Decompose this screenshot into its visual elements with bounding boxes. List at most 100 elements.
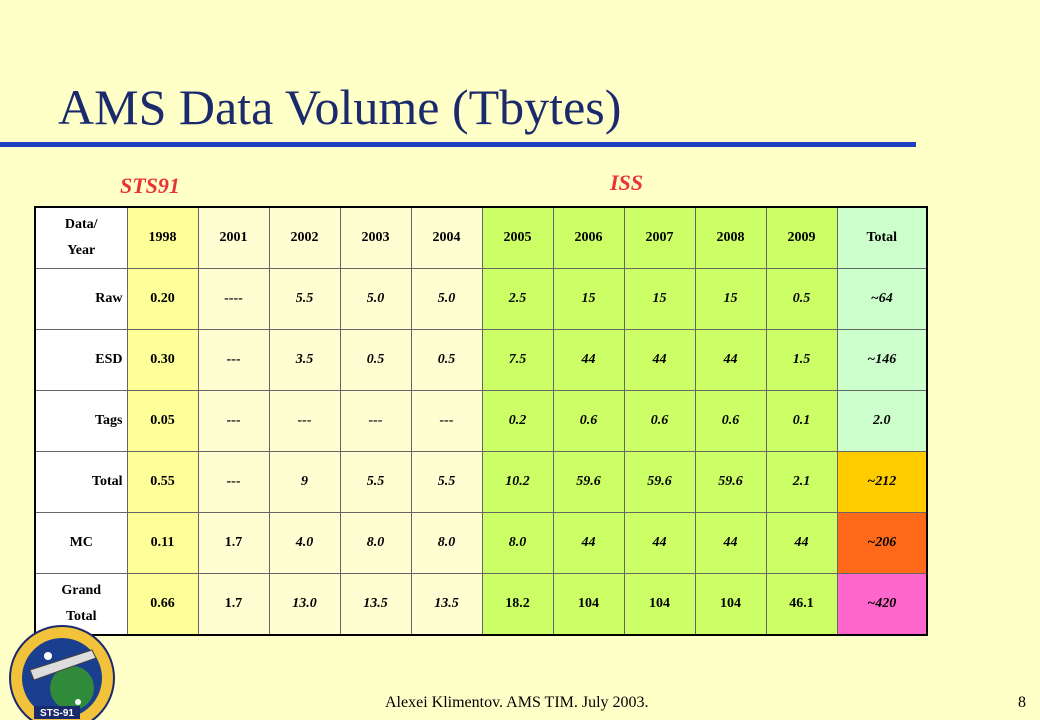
table-cell: --- [197, 451, 270, 513]
table-cell: 0.1 [765, 390, 838, 452]
table-cell: 5.5 [339, 451, 412, 513]
table-cell: 0.6 [552, 390, 625, 452]
title-underline [0, 142, 916, 147]
header-year-cell: 2001 [197, 206, 270, 269]
table-cell: 0.5 [410, 329, 483, 391]
logo-text: STS-91 [40, 708, 74, 719]
table-cell: 1.7 [197, 512, 270, 574]
data-volume-table: Data/ Year 1998 2001 2002 2003 2004 2005… [34, 206, 928, 636]
table-cell: 0.2 [481, 390, 554, 452]
table-cell: 0.20 [126, 268, 199, 330]
table-cell: 0.30 [126, 329, 199, 391]
table-cell: 4.0 [268, 512, 341, 574]
header-year-cell: 2006 [552, 206, 625, 269]
table-cell: 0.6 [623, 390, 696, 452]
table-row-mc: MC 0.11 1.7 4.0 8.0 8.0 8.0 44 44 44 44 … [34, 512, 928, 574]
row-total-cell: 2.0 [836, 390, 928, 452]
header-year-cell: 2007 [623, 206, 696, 269]
table-cell: 44 [694, 512, 767, 574]
table-cell: 44 [552, 329, 625, 391]
table-cell: 104 [552, 573, 625, 636]
row-label: MC [34, 512, 128, 574]
header-year-cell: 2002 [268, 206, 341, 269]
header-year-cell: 2004 [410, 206, 483, 269]
row-label: Tags [34, 390, 128, 452]
table-cell: --- [339, 390, 412, 452]
header-year-cell: 2008 [694, 206, 767, 269]
header-year-cell: 2009 [765, 206, 838, 269]
table-cell: 2.5 [481, 268, 554, 330]
table-cell: 13.5 [410, 573, 483, 636]
table-cell: 44 [623, 329, 696, 391]
row-total-cell: ~212 [836, 451, 928, 513]
table-cell: 15 [694, 268, 767, 330]
table-cell: 5.0 [410, 268, 483, 330]
table-cell: 59.6 [694, 451, 767, 513]
table-cell: ---- [197, 268, 270, 330]
table-row-raw: Raw 0.20 ---- 5.5 5.0 5.0 2.5 15 15 15 0… [34, 268, 928, 330]
table-cell: 104 [694, 573, 767, 636]
table-header-row: Data/ Year 1998 2001 2002 2003 2004 2005… [34, 206, 928, 269]
table-cell: 0.5 [765, 268, 838, 330]
footer-text: Alexei Klimentov. AMS TIM. July 2003. [385, 694, 649, 711]
table-cell: 59.6 [623, 451, 696, 513]
table-cell: 0.6 [694, 390, 767, 452]
table-cell: 8.0 [410, 512, 483, 574]
table-cell: 8.0 [481, 512, 554, 574]
table-cell: 59.6 [552, 451, 625, 513]
iss-label: ISS [610, 170, 644, 195]
table-cell: 7.5 [481, 329, 554, 391]
table-cell: --- [410, 390, 483, 452]
row-label-line2: Total [65, 609, 97, 624]
table-cell: 5.5 [268, 268, 341, 330]
row-label: Total [34, 451, 128, 513]
table-row-tags: Tags 0.05 --- --- --- --- 0.2 0.6 0.6 0.… [34, 390, 928, 452]
row-total-cell: ~420 [836, 573, 928, 636]
table-cell: 1.7 [197, 573, 270, 636]
header-label-line1: Data/ [64, 217, 98, 232]
row-label: Raw [34, 268, 128, 330]
table-cell: 44 [694, 329, 767, 391]
table-cell: --- [268, 390, 341, 452]
table-cell: 15 [552, 268, 625, 330]
ams-mission-patch-icon: STS-91 [9, 625, 115, 720]
table-cell: 0.55 [126, 451, 199, 513]
table-cell: 13.5 [339, 573, 412, 636]
header-total-cell: Total [836, 206, 928, 269]
table-cell: 18.2 [481, 573, 554, 636]
table-cell: 44 [623, 512, 696, 574]
sts91-label: STS91 [120, 173, 180, 198]
table-cell: --- [197, 329, 270, 391]
table-cell: 5.0 [339, 268, 412, 330]
table-cell: 44 [765, 512, 838, 574]
row-total-cell: ~206 [836, 512, 928, 574]
table-cell: 10.2 [481, 451, 554, 513]
table-cell: 0.5 [339, 329, 412, 391]
slide-title: AMS Data Volume (Tbytes) [58, 79, 622, 135]
header-label-cell: Data/ Year [34, 206, 128, 269]
header-label-line2: Year [67, 243, 96, 258]
page-number: 8 [1018, 694, 1026, 711]
table-row-grand-total: Grand Total 0.66 1.7 13.0 13.5 13.5 18.2… [34, 573, 928, 636]
header-year-cell: 1998 [126, 206, 199, 269]
row-label-line1: Grand [61, 583, 102, 598]
table-cell: 0.11 [126, 512, 199, 574]
table-cell: 1.5 [765, 329, 838, 391]
table-cell: 44 [552, 512, 625, 574]
table-cell: 9 [268, 451, 341, 513]
row-label: Grand Total [34, 573, 128, 636]
row-label: ESD [34, 329, 128, 391]
table-cell: --- [197, 390, 270, 452]
table-cell: 104 [623, 573, 696, 636]
row-total-cell: ~64 [836, 268, 928, 330]
table-cell: 8.0 [339, 512, 412, 574]
table-cell: 0.66 [126, 573, 199, 636]
table-cell: 5.5 [410, 451, 483, 513]
header-year-cell: 2005 [481, 206, 554, 269]
table-row-esd: ESD 0.30 --- 3.5 0.5 0.5 7.5 44 44 44 1.… [34, 329, 928, 391]
table-cell: 3.5 [268, 329, 341, 391]
header-year-cell: 2003 [339, 206, 412, 269]
table-cell: 13.0 [268, 573, 341, 636]
table-cell: 15 [623, 268, 696, 330]
table-cell: 46.1 [765, 573, 838, 636]
